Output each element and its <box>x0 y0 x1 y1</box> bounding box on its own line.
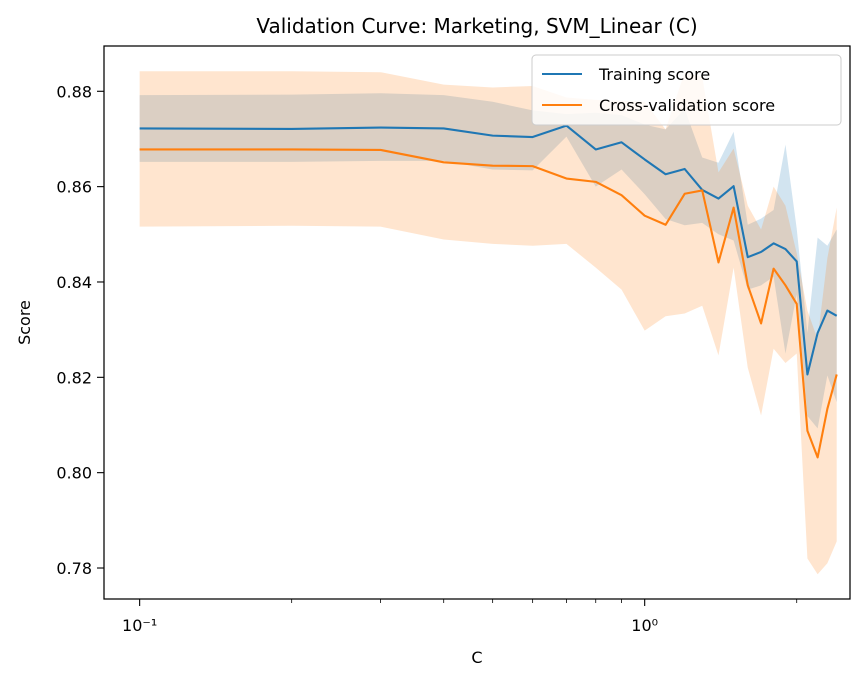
y-tick-label: 0.86 <box>56 178 92 197</box>
line-cross-validation-score <box>139 148 838 459</box>
y-tick-label: 0.84 <box>56 273 92 292</box>
y-axis-label: Score <box>15 300 34 345</box>
x-axis-ticks: 10⁻¹ 10⁰ <box>122 599 798 635</box>
y-tick-label: 0.80 <box>56 464 92 483</box>
x-axis-label: C <box>471 648 482 667</box>
chart-title: Validation Curve: Marketing, SVM_Linear … <box>256 14 697 38</box>
band-cross-validation <box>139 71 837 575</box>
legend-box <box>531 54 842 126</box>
legend: Training score Cross-validation score <box>531 54 842 126</box>
y-tick-label: 0.82 <box>56 368 92 387</box>
legend-label: Training score <box>598 65 710 84</box>
score-lines <box>139 124 838 459</box>
confidence-bands <box>139 71 837 575</box>
band-training <box>139 93 837 429</box>
plot-area-frame <box>103 45 851 600</box>
x-tick-label: 10⁰ <box>631 616 658 635</box>
legend-label: Cross-validation score <box>599 96 775 115</box>
line-training-score <box>139 124 838 376</box>
y-axis-ticks: 0.78 0.80 0.82 0.84 0.86 0.88 <box>56 82 104 578</box>
x-tick-label: 10⁻¹ <box>122 616 157 635</box>
y-tick-label: 0.88 <box>56 82 92 101</box>
y-tick-label: 0.78 <box>56 559 92 578</box>
